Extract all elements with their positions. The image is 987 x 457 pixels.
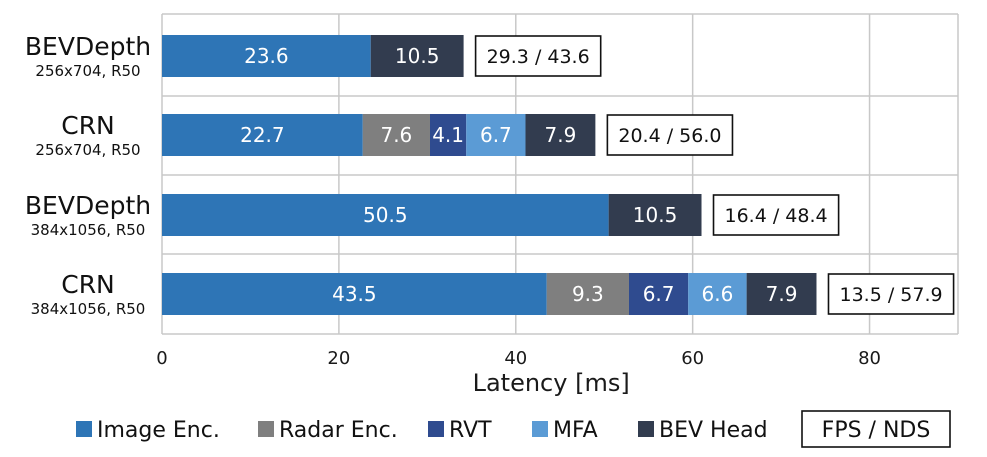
legend-fps-label: FPS / NDS: [822, 418, 931, 443]
segment-value-label: 10.5: [633, 203, 678, 227]
legend-label: Radar Enc.: [279, 418, 398, 443]
legend-swatch: [532, 421, 548, 437]
segment-value-label: 10.5: [395, 44, 440, 68]
legend-label: RVT: [449, 418, 492, 443]
bar-segment: [162, 194, 609, 236]
fps-nds-box: [474, 35, 602, 77]
bar-segment: [746, 273, 817, 315]
bar-rows: 23.6 10.5 29.3 / 43.6 22.7 7.6 4.1 6.7 7.9 20.4 …: [162, 35, 955, 315]
model-config-label: 256x704, R50: [35, 62, 140, 80]
bar-segment: [162, 114, 363, 156]
legend-swatch: [638, 421, 654, 437]
legend-swatch: [428, 421, 444, 437]
fps-nds-box: [827, 273, 955, 315]
x-tick-label: 20: [327, 348, 350, 369]
legend-label: MFA: [553, 418, 598, 443]
segment-value-label: 22.7: [240, 123, 285, 147]
x-axis-title: Latency [ms]: [473, 369, 630, 397]
segment-value-label: 9.3: [572, 282, 604, 306]
bar-segment: [546, 273, 629, 315]
bar-segment: [362, 114, 430, 156]
segment-value-label: 6.7: [643, 282, 675, 306]
fps-nds-label: 20.4 / 56.0: [618, 125, 721, 147]
fps-nds-box: [606, 114, 734, 156]
x-tick-label: 0: [156, 348, 167, 369]
segment-value-label: 43.5: [332, 282, 377, 306]
bar-segment: [688, 273, 747, 315]
x-tick-label: 40: [504, 348, 527, 369]
legend-fps-box: [801, 410, 951, 448]
fps-nds-label: 29.3 / 43.6: [487, 46, 590, 68]
segment-value-label: 50.5: [363, 203, 408, 227]
fps-nds-label: 13.5 / 57.9: [839, 284, 942, 306]
model-config-label: 256x704, R50: [35, 141, 140, 159]
segment-value-label: 4.1: [432, 123, 464, 147]
segment-value-label: 6.7: [480, 123, 512, 147]
segment-value-label: 7.6: [380, 123, 412, 147]
bar-segment: [429, 114, 467, 156]
fps-nds-label: 16.4 / 48.4: [725, 205, 828, 227]
bar-segment: [466, 114, 526, 156]
model-name-label: CRN: [61, 111, 115, 140]
legend-swatch: [76, 421, 92, 437]
legend: Image Enc. Radar Enc. RVT MFA BEV Head FPS / …: [76, 410, 951, 448]
bar-segment: [162, 273, 547, 315]
bar-segment: [628, 273, 689, 315]
model-name-label: CRN: [61, 270, 115, 299]
legend-label: Image Enc.: [97, 418, 220, 443]
x-tick-label: 60: [681, 348, 704, 369]
model-name-label: BEVDepth: [25, 32, 151, 61]
bar-segment: [370, 35, 464, 77]
x-tick-label: 80: [858, 348, 881, 369]
segment-value-label: 7.9: [545, 123, 577, 147]
model-config-label: 384x1056, R50: [31, 300, 146, 318]
bar-segment: [525, 114, 596, 156]
bar-segment: [162, 35, 371, 77]
segment-value-label: 23.6: [244, 44, 289, 68]
legend-label: BEV Head: [659, 418, 768, 443]
segment-value-label: 6.6: [702, 282, 734, 306]
segment-value-label: 7.9: [766, 282, 798, 306]
legend-swatch: [258, 421, 274, 437]
bar-segment: [608, 194, 702, 236]
fps-nds-box: [712, 194, 840, 236]
x-axis: 0 20 40 60 80 Latency [ms]: [156, 348, 881, 397]
model-config-label: 384x1056, R50: [31, 221, 146, 239]
model-name-label: BEVDepth: [25, 191, 151, 220]
